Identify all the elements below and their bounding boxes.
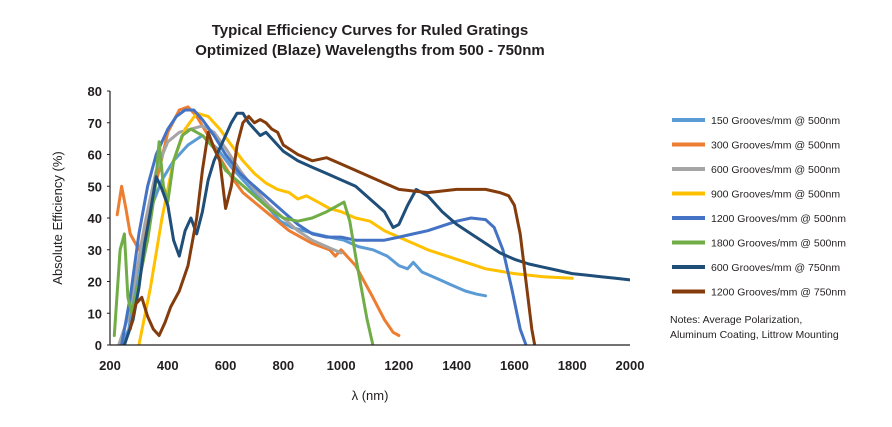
x-tick-label: 2000 xyxy=(616,358,645,373)
x-tick-label: 1000 xyxy=(327,358,356,373)
y-tick-label: 10 xyxy=(88,306,102,321)
chart-subtitle: Optimized (Blaze) Wavelengths from 500 -… xyxy=(195,42,545,59)
x-tick-label: 200 xyxy=(99,358,121,373)
y-tick-label: 40 xyxy=(88,211,102,226)
y-tick-label: 70 xyxy=(88,116,102,131)
series-lines xyxy=(112,105,630,345)
y-tick-label: 0 xyxy=(95,338,102,353)
y-tick-label: 60 xyxy=(88,148,102,163)
legend-label: 1200 Grooves/mm @ 500nm xyxy=(711,213,846,225)
legend-label: 150 Grooves/mm @ 500nm xyxy=(711,115,840,127)
series-line-3 xyxy=(117,124,343,345)
legend-label: 300 Grooves/mm @ 500nm xyxy=(711,140,840,152)
x-tick-label: 1600 xyxy=(500,358,529,373)
x-tick-label: 1800 xyxy=(558,358,587,373)
series-line-4 xyxy=(137,111,574,345)
series-line-5 xyxy=(120,108,528,345)
y-tick-label: 80 xyxy=(88,84,102,99)
x-tick-label: 600 xyxy=(215,358,237,373)
series-line-7 xyxy=(122,111,630,345)
x-axis-label: λ (nm) xyxy=(352,388,389,403)
x-tick-label: 1400 xyxy=(442,358,471,373)
chart-notes: Notes: Average Polarization, Aluminum Co… xyxy=(670,313,885,343)
y-tick-label: 30 xyxy=(88,243,102,258)
series-line-8 xyxy=(128,114,537,345)
legend-label: 1200 Grooves/mm @ 750nm xyxy=(711,287,846,299)
legend-label: 1800 Grooves/mm @ 500nm xyxy=(711,238,846,250)
y-axis-label: Absolute Efficiency (%) xyxy=(50,151,65,284)
x-tick-label: 800 xyxy=(272,358,294,373)
series-line-2 xyxy=(115,105,401,337)
y-tick-label: 50 xyxy=(88,179,102,194)
legend-label: 900 Grooves/mm @ 500nm xyxy=(711,189,840,201)
legend-label: 600 Grooves/mm @ 750nm xyxy=(711,262,840,274)
tick-labels: 0 10 20 30 40 50 60 70 80 200 400 600 800 1000 1200 140… xyxy=(88,84,645,373)
notes-line-2: Aluminum Coating, Littrow Mounting xyxy=(670,329,839,341)
legend-label: 600 Grooves/mm @ 500nm xyxy=(711,164,840,176)
legend: 150 Grooves/mm @ 500nm 300 Grooves/mm @ 5… xyxy=(672,115,846,299)
x-tick-label: 1200 xyxy=(384,358,413,373)
chart-title: Typical Efficiency Curves for Ruled Grat… xyxy=(211,22,529,39)
notes-line-1: Notes: Average Polarization, xyxy=(670,314,803,326)
x-tick-label: 400 xyxy=(157,358,179,373)
y-tick-label: 20 xyxy=(88,275,102,290)
